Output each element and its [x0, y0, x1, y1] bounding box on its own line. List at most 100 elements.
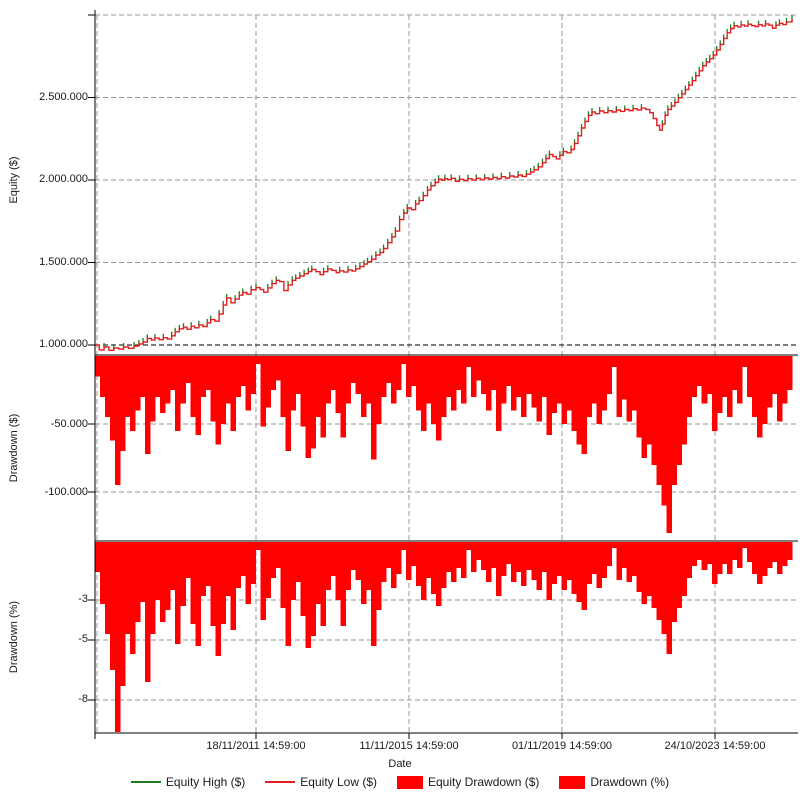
equity-drawdown-bar	[561, 356, 567, 424]
equity-drawdown-bar	[471, 356, 477, 397]
equity-drawdown-bar	[786, 356, 793, 390]
drawdown-percent-bar	[776, 542, 783, 574]
drawdown-percent-bar	[461, 542, 467, 578]
drawdown-percent-bar	[170, 542, 176, 590]
equity-drawdown-bar	[160, 356, 166, 414]
drawdown-percent-bar	[355, 542, 362, 580]
equity-drawdown-bar	[185, 356, 191, 384]
equity-drawdown-bar	[616, 356, 623, 418]
drawdown-percent-bar	[440, 542, 447, 588]
drawdown-percent-bar	[325, 542, 332, 590]
drawdown-percent-bar	[250, 542, 256, 584]
drawdown-percent-bar	[415, 542, 422, 586]
drawdown-percent-bar	[125, 542, 131, 634]
equity-drawdown-bar	[430, 356, 437, 424]
drawdown-percent-bar	[280, 542, 287, 608]
drawdown-percent-bar	[180, 542, 186, 606]
equity-drawdown-bar	[466, 356, 472, 367]
legend-item-equity-low: Equity Low ($)	[265, 775, 377, 789]
drawdown-percent-bar	[451, 542, 457, 582]
legend: Equity High ($) Equity Low ($) Equity Dr…	[0, 775, 800, 789]
equity-drawdown-bar	[310, 356, 317, 449]
equity-drawdown-bar	[506, 356, 512, 386]
x-tick-label-2023: 24/10/2023 14:59:00	[664, 740, 766, 752]
equity-drawdown-bar	[491, 356, 497, 390]
drawdown-percent-bar	[456, 542, 462, 568]
drawdown-percent-bar	[315, 542, 322, 604]
equity-drawdown-bar	[375, 356, 382, 424]
drawdown-percent-bar	[686, 542, 693, 578]
drawdown-percent-bar	[771, 542, 778, 562]
equity-drawdown-bar	[521, 356, 527, 418]
drawdown-percent-bar	[486, 542, 492, 582]
equity-drawdown-bar	[681, 356, 688, 445]
drawdown-percent-bar	[270, 542, 277, 578]
equity-drawdown-bar	[155, 356, 161, 397]
equity-drawdown-bar	[611, 356, 617, 367]
drawdown-percent-bar	[225, 542, 231, 596]
drawdown-percent-bar	[561, 542, 567, 590]
equity-drawdown-box-swatch	[397, 775, 423, 789]
drawdown-percent-bar	[541, 542, 547, 572]
drawdown-percent-bar	[220, 542, 226, 624]
legend-item-drawdown-pct: Drawdown (%)	[559, 775, 669, 789]
equity-drawdown-bar	[360, 356, 367, 418]
equity-drawdown-bar	[140, 356, 146, 397]
y-tick-label-equity-1500000: 1.500.000	[39, 256, 88, 268]
drawdown-percent-bar	[165, 542, 171, 610]
equity-drawdown-bar	[581, 356, 587, 454]
legend-label: Equity High ($)	[165, 775, 246, 789]
equity-drawdown-bar	[726, 356, 733, 418]
equity-drawdown-bar	[781, 356, 788, 404]
drawdown-percent-bar	[150, 542, 156, 634]
drawdown-percent-bar	[255, 542, 261, 550]
legend-label: Equity Drawdown ($)	[428, 775, 540, 789]
drawdown-percent-bar	[190, 542, 196, 624]
equity-drawdown-bar	[165, 356, 171, 404]
drawdown-percent-bar	[766, 542, 773, 568]
equity-drawdown-bar	[591, 356, 597, 404]
equity-drawdown-bar	[395, 356, 402, 390]
equity-drawdown-bar	[175, 356, 181, 431]
drawdown-percent-bar	[721, 542, 728, 564]
equity-drawdown-bar	[365, 356, 372, 404]
equity-drawdown-bar	[245, 356, 251, 411]
equity-drawdown-bar	[130, 356, 136, 431]
drawdown-percent-bar	[205, 542, 211, 586]
drawdown-percent-bar	[420, 542, 427, 600]
equity-low-line	[95, 19, 793, 351]
equity-drawdown-bar	[526, 356, 532, 395]
equity-drawdown-bar	[496, 356, 502, 431]
drawdown-percent-bar	[360, 542, 367, 604]
drawdown-percent-bar	[175, 542, 181, 644]
equity-drawdown-bar	[621, 356, 628, 400]
drawdown-percent-bar	[365, 542, 372, 590]
equity-drawdown-bar	[636, 356, 643, 438]
equity-drawdown-bar	[641, 356, 648, 458]
drawdown-percent-bar	[756, 542, 763, 584]
equity-drawdown-bar	[250, 356, 256, 395]
equity-drawdown-bar	[751, 356, 758, 418]
drawdown-percent-bar	[435, 542, 442, 606]
equity-drawdown-bar	[776, 356, 783, 422]
equity-drawdown-bar	[265, 356, 272, 408]
drawdown-percent-bar	[370, 542, 377, 646]
equity-low-line-swatch	[265, 781, 296, 783]
drawdown-percent-bar	[466, 542, 472, 550]
equity-drawdown-bar	[691, 356, 698, 397]
equity-drawdown-bar	[701, 356, 708, 404]
drawdown-percent-bar	[476, 542, 482, 560]
drawdown-percent-bar	[130, 542, 136, 654]
drawdown-percent-bar	[711, 542, 718, 584]
drawdown-percent-bar	[576, 542, 582, 602]
drawdown-percent-bar	[696, 542, 703, 560]
drawdown-percent-bar	[115, 542, 121, 732]
equity-drawdown-bar	[190, 356, 196, 418]
equity-drawdown-bar	[721, 356, 728, 397]
equity-drawdown-bar	[95, 356, 101, 377]
equity-drawdown-bar	[686, 356, 693, 418]
equity-drawdown-bar	[115, 356, 121, 486]
equity-drawdown-bar	[556, 356, 562, 404]
equity-drawdown-bar	[631, 356, 638, 411]
